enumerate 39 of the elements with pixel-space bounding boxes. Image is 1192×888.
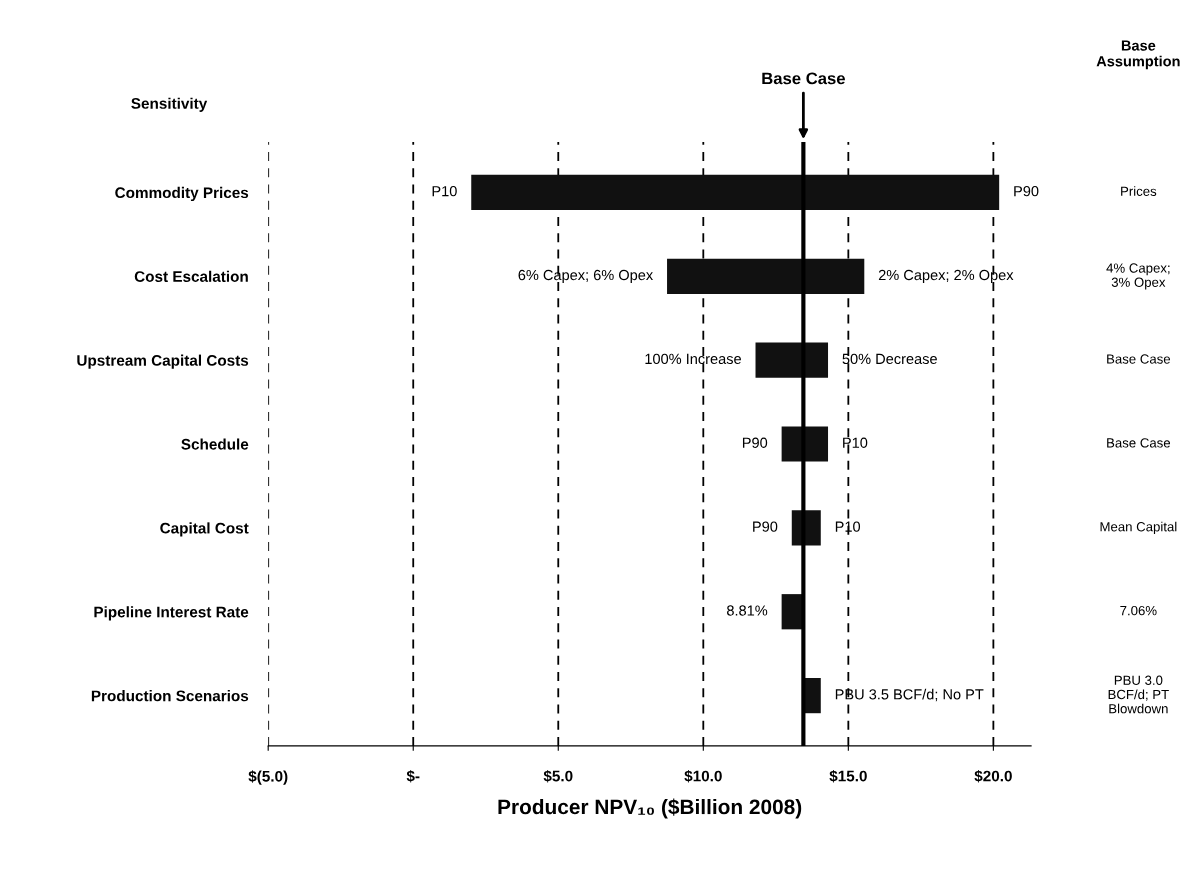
annotation: P90 bbox=[753, 521, 778, 532]
annotation: 6% Capex; 6% Opex bbox=[518, 269, 653, 284]
annotation: 2% Capex; 2% Opex bbox=[878, 269, 1014, 284]
text: Prices bbox=[1121, 186, 1157, 196]
text: PBU 3.0 BCF/d; PT Blowdown bbox=[1108, 675, 1169, 714]
x-axis-title: Producer NPV₁₀ ($Billion 2008) bbox=[498, 798, 802, 819]
y-axis-title: Sensitivity bbox=[131, 97, 208, 112]
text: 4% Capex; 3% Opex bbox=[1106, 263, 1170, 290]
text: Base Case bbox=[1107, 438, 1171, 448]
x-tick-label: $15.0 bbox=[829, 769, 867, 783]
text: 7.06% bbox=[1120, 605, 1157, 616]
y-tick-label: Capital Cost bbox=[160, 522, 249, 537]
bar bbox=[755, 342, 829, 378]
annotation: P10 bbox=[432, 185, 457, 197]
x-tick-label: $10.0 bbox=[684, 769, 722, 783]
y-tick-label: Production Scenarios bbox=[91, 690, 249, 702]
annotation: 8.81% bbox=[727, 605, 768, 616]
bar bbox=[667, 258, 865, 294]
annotation: 100% Increase bbox=[645, 353, 741, 365]
y-tick-label: Commodity Prices bbox=[115, 186, 249, 202]
x-tick-label: $20.0 bbox=[974, 769, 1012, 783]
annotation: P90 bbox=[742, 437, 768, 448]
annotation: PBU 3.5 BCF/d; No PT bbox=[835, 688, 984, 702]
x-tick-label: $(5.0) bbox=[248, 770, 288, 785]
ref-line-label: Base Case bbox=[762, 72, 845, 85]
text: Mean Capital bbox=[1100, 521, 1177, 535]
y-tick-label: Pipeline Interest Rate bbox=[94, 606, 249, 621]
x-tick-label: $- bbox=[406, 769, 420, 783]
text: Base Case bbox=[1107, 354, 1171, 364]
x-tick-label: $5.0 bbox=[543, 769, 573, 783]
y-tick-label: Schedule bbox=[181, 438, 249, 450]
annotation: P90 bbox=[1014, 185, 1039, 197]
bar bbox=[471, 174, 1000, 211]
annotation: 50% Decrease bbox=[842, 353, 937, 365]
bar bbox=[781, 426, 829, 462]
y-tick-label: Upstream Capital Costs bbox=[77, 354, 249, 369]
text: Base Assumption bbox=[1096, 40, 1180, 70]
y-tick-label: Cost Escalation bbox=[134, 270, 248, 282]
annotation: P10 bbox=[843, 437, 868, 448]
